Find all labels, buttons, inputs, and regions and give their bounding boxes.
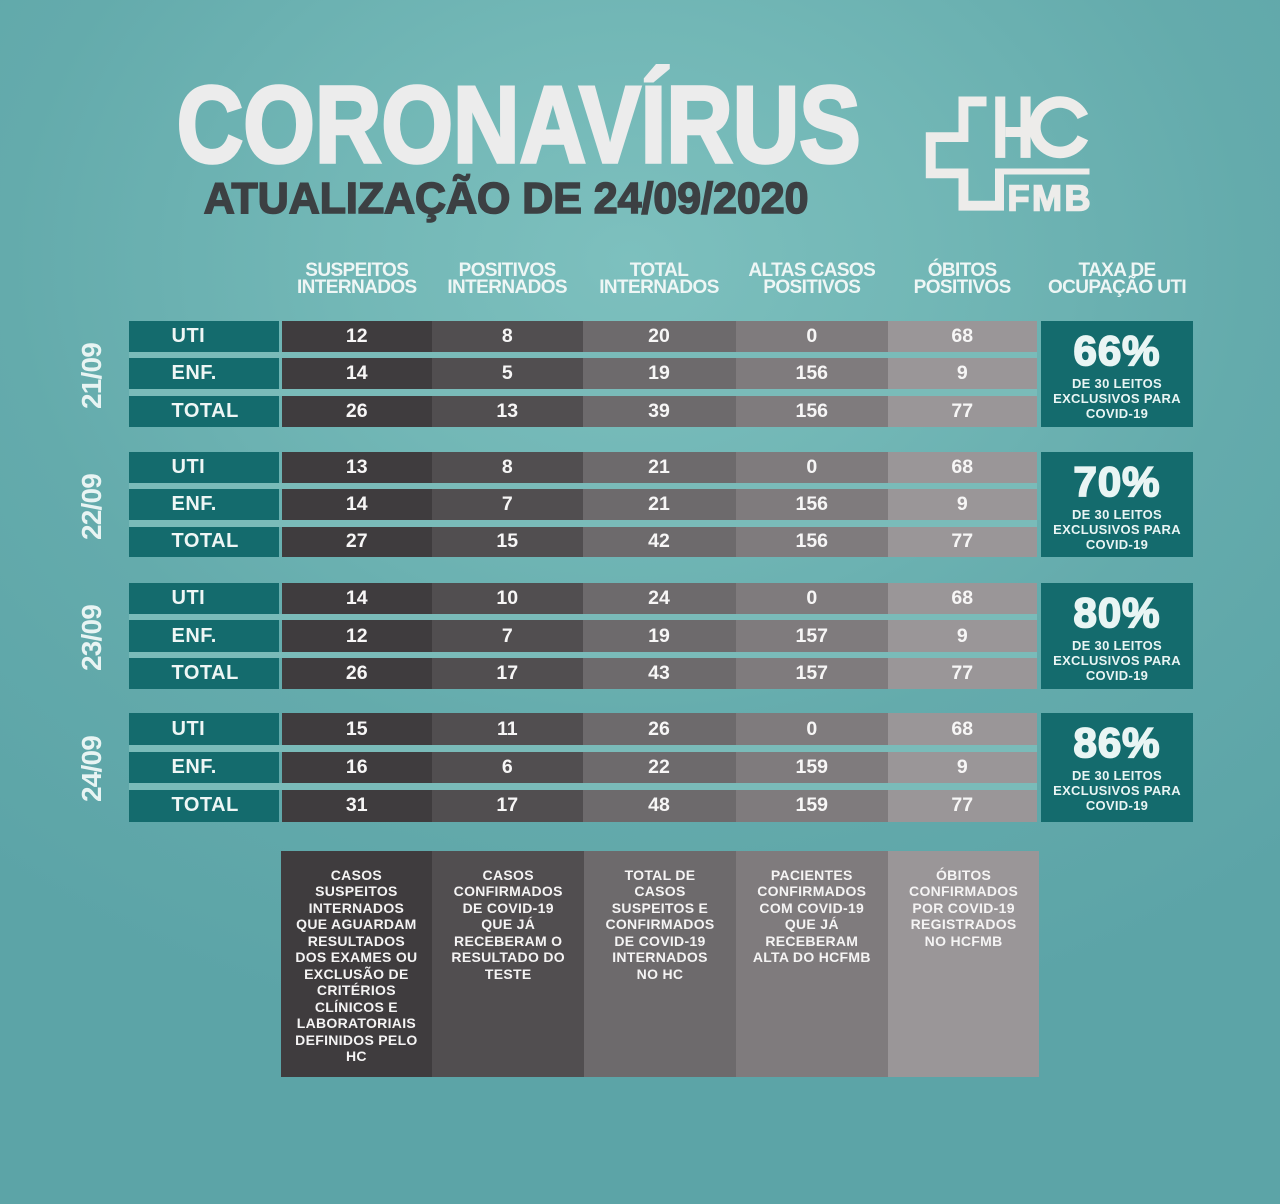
svg-text:FMB: FMB xyxy=(1008,178,1091,219)
